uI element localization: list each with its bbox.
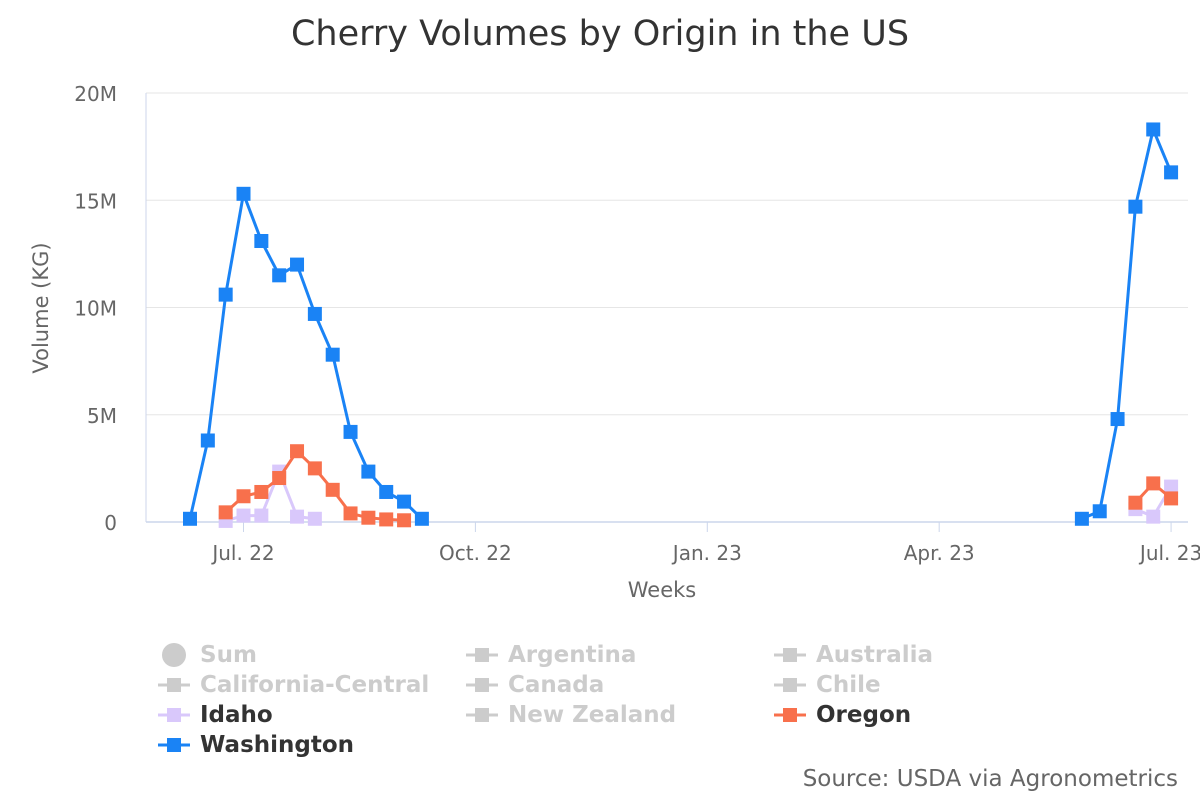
legend-label: Oregon bbox=[816, 702, 912, 728]
x-tick-label: Jul. 22 bbox=[210, 541, 274, 565]
data-point-oregon bbox=[1128, 495, 1143, 510]
data-point-washington bbox=[361, 464, 376, 479]
data-point-washington bbox=[397, 494, 412, 509]
data-point-washington bbox=[1074, 511, 1089, 526]
data-point-oregon bbox=[272, 471, 287, 486]
x-tick-label: Apr. 23 bbox=[904, 541, 975, 565]
data-point-idaho bbox=[307, 511, 322, 526]
data-point-washington bbox=[1164, 165, 1179, 180]
series-oregon bbox=[218, 444, 1179, 528]
legend-symbol-icon bbox=[158, 708, 190, 722]
data-point-washington bbox=[1128, 199, 1143, 214]
legend-label: New Zealand bbox=[508, 702, 677, 728]
data-point-washington bbox=[379, 484, 394, 499]
data-point-idaho bbox=[236, 508, 251, 523]
data-point-oregon bbox=[1164, 491, 1179, 506]
data-point-oregon bbox=[361, 510, 376, 525]
data-point-oregon bbox=[1146, 476, 1161, 491]
legend-label: Argentina bbox=[508, 642, 637, 668]
data-point-idaho bbox=[290, 509, 305, 524]
y-tick-label: 5M bbox=[87, 404, 117, 428]
legend-item-argentina[interactable]: Argentina bbox=[466, 640, 636, 670]
legend-symbol-icon bbox=[158, 678, 190, 692]
legend-symbol-icon bbox=[774, 648, 806, 662]
series-washington bbox=[183, 122, 1179, 526]
data-point-washington bbox=[307, 306, 322, 321]
legend-item-california-central[interactable]: California-Central bbox=[158, 670, 429, 700]
legend-label: Washington bbox=[200, 732, 355, 758]
data-point-washington bbox=[254, 234, 269, 249]
y-tick-label: 15M bbox=[74, 189, 117, 213]
legend-item-sum[interactable]: Sum bbox=[158, 640, 257, 670]
chart-title: Cherry Volumes by Origin in the US bbox=[290, 14, 910, 54]
data-point-oregon bbox=[325, 482, 340, 497]
x-tick-label: Oct. 22 bbox=[439, 541, 512, 565]
legend-symbol-icon bbox=[466, 678, 498, 692]
chart-legend: Sum Argentina Australia California-Central C… bbox=[158, 640, 958, 764]
legend-symbol-icon bbox=[158, 738, 190, 752]
data-point-washington bbox=[1146, 122, 1161, 137]
data-point-idaho bbox=[254, 508, 269, 523]
data-point-oregon bbox=[379, 512, 394, 527]
legend-item-oregon[interactable]: Oregon bbox=[774, 700, 911, 730]
data-point-washington bbox=[236, 186, 251, 201]
data-point-oregon bbox=[397, 513, 412, 528]
legend-symbol-icon bbox=[466, 708, 498, 722]
data-point-washington bbox=[200, 433, 215, 448]
legend-symbol-icon bbox=[774, 708, 806, 722]
legend-symbol-icon bbox=[466, 648, 498, 662]
x-tick-label: Jan. 23 bbox=[671, 541, 742, 565]
data-point-washington bbox=[1092, 504, 1107, 519]
data-point-idaho bbox=[1146, 509, 1161, 524]
data-point-oregon bbox=[343, 506, 358, 521]
y-tick-label: 20M bbox=[74, 82, 117, 106]
y-axis-title: Volume (KG) bbox=[29, 242, 53, 373]
data-point-oregon bbox=[307, 461, 322, 476]
series-line-washington bbox=[1081, 128, 1173, 521]
legend-label: Canada bbox=[508, 672, 605, 698]
x-tick-label: Jul. 23 bbox=[1138, 541, 1200, 565]
legend-label: Chile bbox=[816, 672, 881, 698]
legend-item-australia[interactable]: Australia bbox=[774, 640, 933, 670]
data-point-washington bbox=[183, 511, 197, 526]
source-note: Source: USDA via Agronometrics bbox=[802, 766, 1178, 792]
data-point-washington bbox=[325, 347, 340, 362]
legend-item-idaho[interactable]: Idaho bbox=[158, 700, 273, 730]
y-tick-label: 10M bbox=[74, 297, 117, 321]
series-line-washington bbox=[188, 192, 423, 520]
data-point-oregon bbox=[236, 489, 251, 504]
legend-label: Sum bbox=[200, 642, 257, 668]
legend-item-washington[interactable]: Washington bbox=[158, 730, 354, 760]
legend-symbol-icon bbox=[162, 643, 186, 667]
data-point-idaho bbox=[1164, 479, 1179, 494]
legend-symbol-icon bbox=[774, 678, 806, 692]
data-point-oregon bbox=[218, 505, 233, 520]
legend-item-chile[interactable]: Chile bbox=[774, 670, 881, 700]
data-point-washington bbox=[290, 257, 305, 272]
data-point-washington bbox=[414, 511, 429, 526]
legend-label: Idaho bbox=[200, 702, 273, 728]
data-point-washington bbox=[218, 287, 233, 302]
x-axis-title: Weeks bbox=[628, 578, 696, 602]
data-point-oregon bbox=[254, 484, 269, 499]
y-tick-label: 0 bbox=[104, 511, 117, 535]
data-point-washington bbox=[343, 424, 358, 439]
legend-label: California-Central bbox=[200, 672, 430, 698]
legend-label: Australia bbox=[816, 642, 934, 668]
legend-item-canada[interactable]: Canada bbox=[466, 670, 604, 700]
data-point-oregon bbox=[290, 444, 305, 459]
data-point-washington bbox=[272, 268, 287, 283]
chart-plot-area: 0 5M 10M 15M 20M Jul. 22 Oct. 22 Jan. 23 Apr. 23… bbox=[29, 82, 1200, 602]
legend-item-new-zealand[interactable]: New Zealand bbox=[466, 700, 676, 730]
data-point-washington bbox=[1110, 412, 1125, 427]
